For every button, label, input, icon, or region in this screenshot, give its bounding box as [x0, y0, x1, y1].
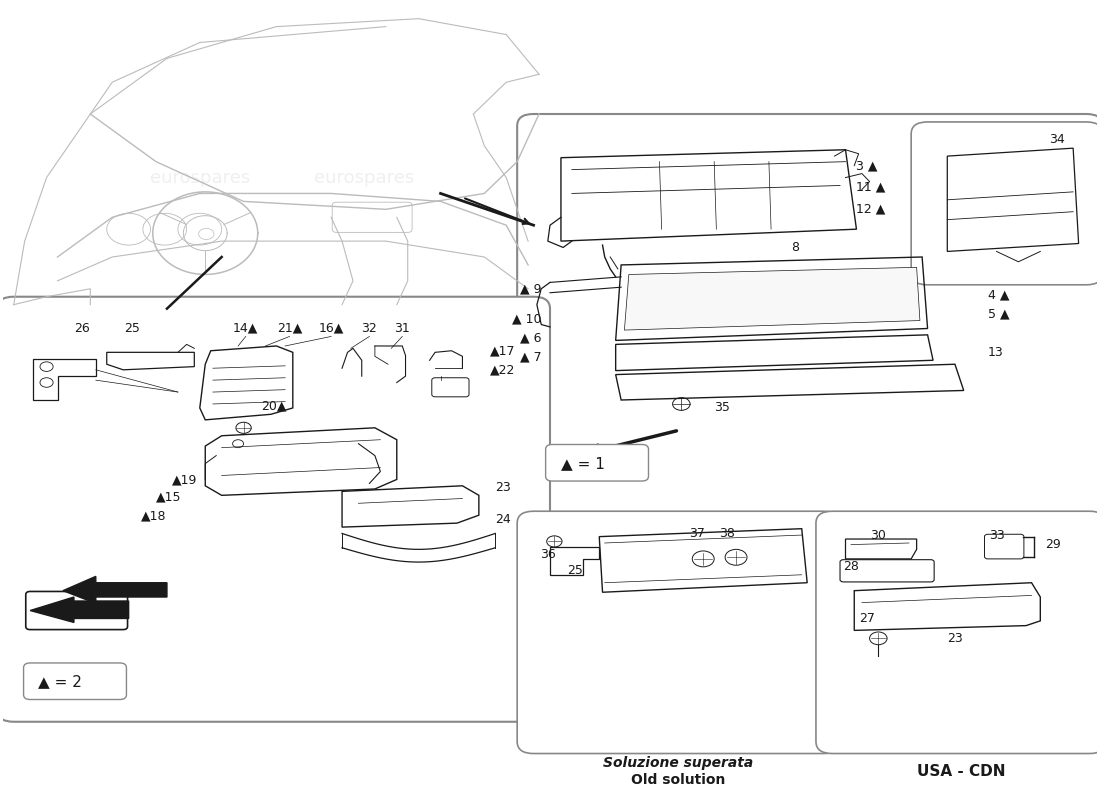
- Text: eurospares: eurospares: [314, 169, 414, 186]
- Text: ▲ 9: ▲ 9: [519, 282, 541, 295]
- Text: 14▲: 14▲: [233, 322, 258, 335]
- Text: 23: 23: [947, 632, 962, 645]
- Text: 32: 32: [362, 322, 377, 335]
- FancyBboxPatch shape: [23, 663, 126, 699]
- Text: ▲18: ▲18: [141, 510, 166, 522]
- Text: 28: 28: [843, 560, 859, 574]
- Text: 37: 37: [689, 527, 705, 540]
- Text: ▲ 6: ▲ 6: [519, 331, 541, 345]
- Text: 31: 31: [395, 322, 410, 335]
- Text: eurospares: eurospares: [631, 550, 732, 568]
- Text: 13: 13: [988, 346, 1003, 359]
- Text: 23: 23: [495, 481, 512, 494]
- Text: 11 ▲: 11 ▲: [857, 181, 886, 194]
- Text: 29: 29: [1046, 538, 1062, 551]
- Text: 38: 38: [719, 527, 735, 540]
- Text: 24: 24: [495, 513, 512, 526]
- Text: 30: 30: [870, 529, 887, 542]
- Text: 25: 25: [124, 322, 140, 335]
- Text: 3 ▲: 3 ▲: [857, 159, 878, 172]
- Text: ▲ 10: ▲ 10: [512, 313, 541, 326]
- Text: eurospares: eurospares: [150, 169, 250, 186]
- Text: ▲17: ▲17: [490, 344, 515, 358]
- FancyBboxPatch shape: [517, 114, 1100, 523]
- FancyBboxPatch shape: [546, 445, 649, 481]
- Polygon shape: [63, 576, 167, 603]
- Text: 20▲: 20▲: [262, 399, 287, 412]
- Text: 35: 35: [714, 402, 730, 414]
- Text: 5 ▲: 5 ▲: [988, 308, 1010, 321]
- Text: eurospares: eurospares: [194, 470, 294, 489]
- Text: 36: 36: [540, 549, 556, 562]
- Text: 16▲: 16▲: [318, 322, 344, 335]
- Text: 21▲: 21▲: [277, 322, 302, 335]
- Text: 12 ▲: 12 ▲: [857, 202, 886, 215]
- Text: ▲19: ▲19: [173, 473, 198, 486]
- Text: 27: 27: [859, 612, 876, 625]
- Text: Old solution: Old solution: [631, 774, 726, 787]
- FancyBboxPatch shape: [25, 591, 128, 630]
- FancyBboxPatch shape: [517, 511, 840, 754]
- Text: ▲15: ▲15: [156, 490, 182, 503]
- Text: 34: 34: [1048, 133, 1065, 146]
- Text: ▲ 7: ▲ 7: [519, 350, 541, 363]
- Text: ▲ = 2: ▲ = 2: [37, 674, 81, 690]
- Polygon shape: [625, 267, 920, 330]
- Text: 8: 8: [791, 241, 799, 254]
- FancyBboxPatch shape: [0, 297, 550, 722]
- Text: ▲ = 1: ▲ = 1: [561, 456, 605, 471]
- Polygon shape: [30, 597, 129, 622]
- Text: USA - CDN: USA - CDN: [916, 764, 1005, 779]
- Text: Soluzione superata: Soluzione superata: [604, 756, 754, 770]
- Text: 25: 25: [568, 564, 583, 578]
- Text: ▲22: ▲22: [490, 363, 515, 376]
- Text: 33: 33: [989, 529, 1004, 542]
- Text: 4 ▲: 4 ▲: [988, 289, 1010, 302]
- FancyBboxPatch shape: [911, 122, 1100, 285]
- FancyBboxPatch shape: [816, 511, 1100, 754]
- Text: 26: 26: [74, 322, 89, 335]
